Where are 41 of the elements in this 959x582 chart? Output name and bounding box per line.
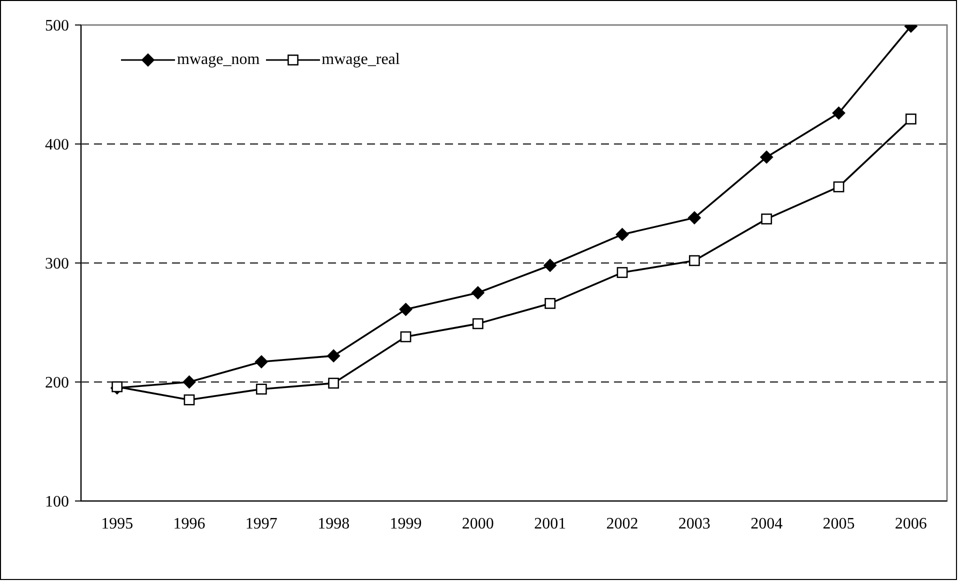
x-tick-label: 1998 <box>318 515 350 532</box>
point <box>761 214 772 224</box>
x-tick-label: 2005 <box>822 515 855 532</box>
point <box>905 114 916 124</box>
point <box>327 349 340 362</box>
point <box>400 331 412 342</box>
point <box>760 150 774 164</box>
x-tick-label: 2006 <box>894 515 927 532</box>
legend-label: mwage_nom <box>177 51 260 69</box>
x-tick-label: 2002 <box>606 515 638 532</box>
point <box>472 318 484 330</box>
point <box>256 384 267 395</box>
x-tick-label: 2004 <box>750 515 783 532</box>
point <box>184 394 195 406</box>
point <box>616 228 629 241</box>
point <box>616 267 628 278</box>
point <box>833 181 844 192</box>
point <box>544 298 556 309</box>
x-tick-label: 1996 <box>173 515 206 532</box>
point <box>688 255 700 266</box>
point <box>254 355 268 368</box>
x-tick-label: 2001 <box>534 515 566 532</box>
point <box>399 302 412 316</box>
legend-label: mwage_real <box>322 51 400 69</box>
y-tick-label: 300 <box>45 256 69 273</box>
point <box>471 286 484 300</box>
y-tick-label: 100 <box>45 494 69 511</box>
x-tick-label: 1997 <box>245 515 278 532</box>
y-tick-label: 500 <box>45 18 69 35</box>
x-tick-label: 2003 <box>678 515 710 532</box>
y-tick-label: 200 <box>45 374 69 392</box>
x-tick-label: 1995 <box>101 515 134 532</box>
point <box>328 378 340 389</box>
x-tick-label: 2000 <box>462 515 494 532</box>
point <box>832 106 846 120</box>
x-tick-label: 1999 <box>390 515 422 532</box>
point <box>112 381 123 392</box>
y-tick-label: 400 <box>45 136 69 154</box>
point <box>544 258 557 272</box>
point <box>688 211 701 224</box>
point <box>182 376 196 388</box>
